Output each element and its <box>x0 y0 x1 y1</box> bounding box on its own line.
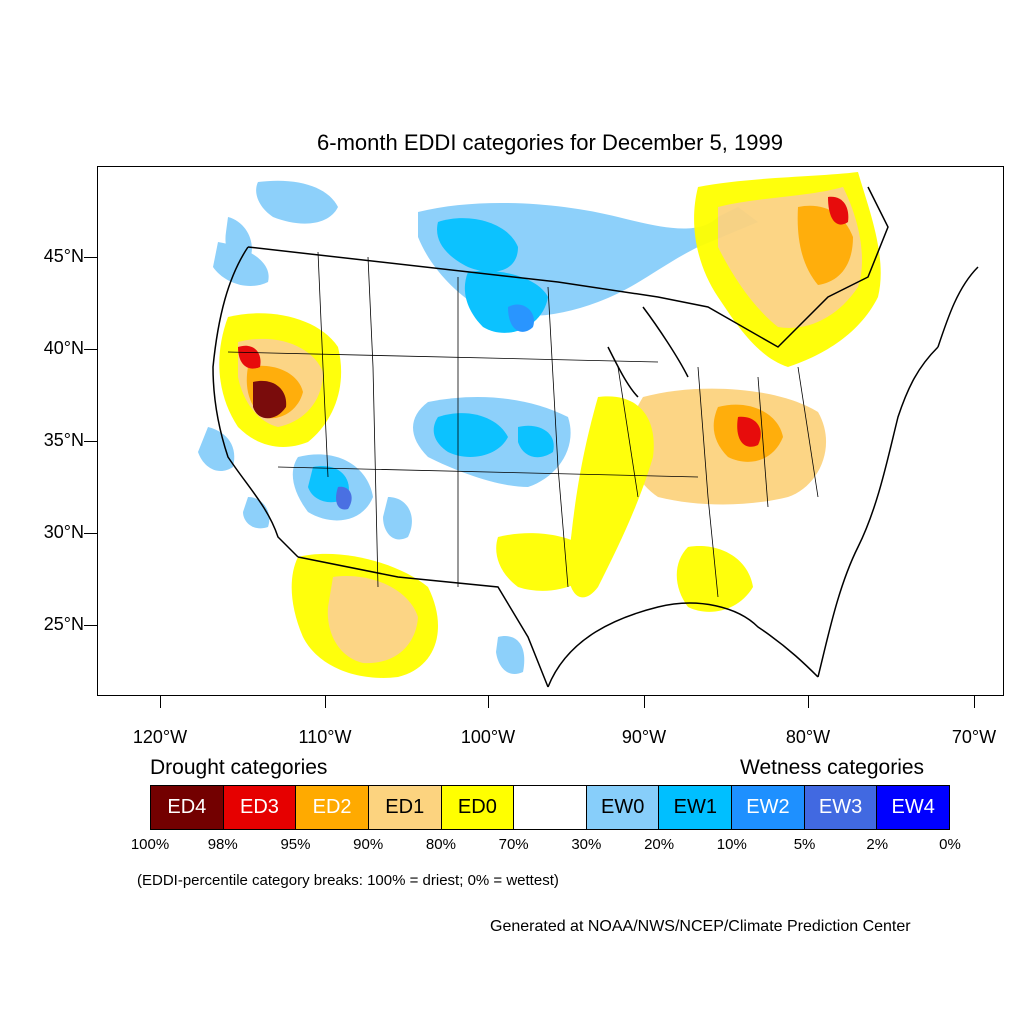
eddi-map <box>198 172 979 688</box>
lat-tick <box>84 625 97 626</box>
legend-break-label: 20% <box>644 836 675 853</box>
legend-bar: ED4 ED3 ED2 ED1 ED0 EW0 EW1 EW2 EW3 EW4 <box>150 785 950 830</box>
legend-break-label: 70% <box>498 836 529 853</box>
legend-break-label: 0% <box>939 836 961 853</box>
legend-break-label: 30% <box>571 836 602 853</box>
lat-label-45: 45°N <box>43 246 84 266</box>
lon-label-70: 70°W <box>951 727 997 747</box>
lat-tick <box>84 257 97 258</box>
lon-label-80: 80°W <box>785 727 831 747</box>
lat-tick <box>84 533 97 534</box>
lon-tick <box>488 696 489 708</box>
legend-swatch-ed3: ED3 <box>223 786 297 829</box>
lon-label-110: 110°W <box>298 727 352 747</box>
legend-swatch-ed2: ED2 <box>296 786 369 829</box>
legend-break-label: 2% <box>866 836 889 853</box>
lat-tick <box>84 349 97 350</box>
lat-label-40: 40°N <box>43 338 84 358</box>
map-panel <box>97 166 1004 696</box>
legend-swatch-ew0: EW0 <box>586 786 660 829</box>
legend-swatch-ed1: ED1 <box>368 786 442 829</box>
boundaries <box>212 186 979 688</box>
wet-patches <box>198 180 758 675</box>
drought-heading: Drought categories <box>150 756 328 779</box>
lat-label-35: 35°N <box>43 430 84 450</box>
lat-tick <box>84 441 97 442</box>
credit-line: Generated at NOAA/NWS/NCEP/Climate Predi… <box>490 918 911 935</box>
wetness-heading: Wetness categories <box>740 756 925 779</box>
lon-label-100: 100°W <box>460 727 516 747</box>
legend-break-label: 90% <box>353 836 384 853</box>
category-note: (EDDI-percentile category breaks: 100% =… <box>137 872 559 889</box>
legend-swatch-ed4: ED4 <box>151 786 224 829</box>
lon-tick <box>974 696 975 708</box>
lat-label-30: 30°N <box>43 522 84 542</box>
lon-tick <box>160 696 161 708</box>
legend-swatch-ew1: EW1 <box>659 786 733 829</box>
legend-break-label: 80% <box>425 836 456 853</box>
legend-swatch-ew2: EW2 <box>732 786 805 829</box>
map-title: 6-month EDDI categories for December 5, … <box>317 130 783 155</box>
drought-patches <box>219 172 881 678</box>
legend-break-label: 10% <box>716 836 747 853</box>
legend-break-label: 100% <box>130 836 170 853</box>
lon-label-90: 90°W <box>621 727 667 747</box>
legend-swatch-ed0: ED0 <box>441 786 515 829</box>
legend-swatch-neutral <box>514 786 587 829</box>
state-lines <box>227 251 819 598</box>
lon-label-120: 120°W <box>132 727 188 747</box>
lon-tick <box>644 696 645 708</box>
legend-break-label: 98% <box>207 836 238 853</box>
lon-tick <box>808 696 809 708</box>
lat-label-25: 25°N <box>43 614 84 634</box>
legend-swatch-ew3: EW3 <box>804 786 878 829</box>
lon-tick <box>325 696 326 708</box>
legend-break-label: 5% <box>793 836 816 853</box>
legend-swatch-ew4: EW4 <box>877 786 950 829</box>
legend-break-label: 95% <box>280 836 311 853</box>
